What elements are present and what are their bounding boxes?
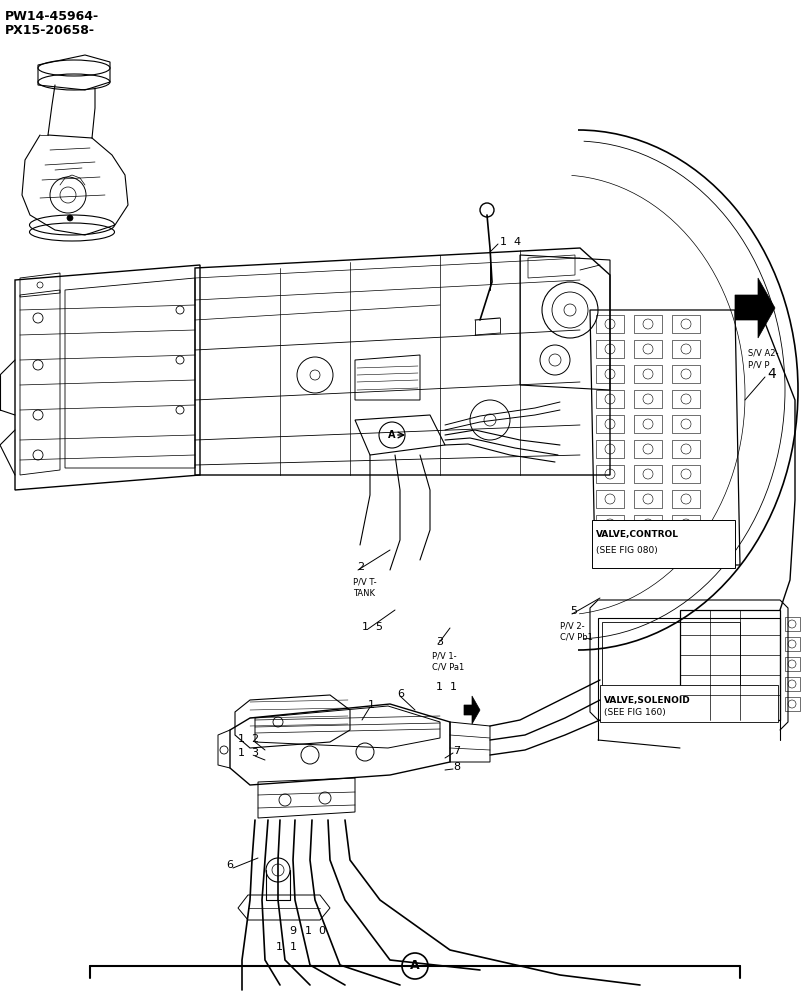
Text: A: A	[410, 959, 419, 972]
Text: C/V Pa1: C/V Pa1	[431, 662, 463, 672]
Text: PX15-20658-: PX15-20658-	[5, 24, 95, 37]
Text: P/V T-: P/V T-	[353, 578, 376, 586]
Text: (SEE FIG 160): (SEE FIG 160)	[603, 708, 665, 717]
Circle shape	[479, 203, 493, 217]
Text: 6: 6	[397, 689, 403, 699]
Text: 5: 5	[569, 606, 577, 616]
Text: 1  1: 1 1	[275, 942, 296, 952]
Text: VALVE,CONTROL: VALVE,CONTROL	[595, 530, 679, 540]
Text: 7: 7	[452, 746, 459, 756]
Text: P/V P: P/V P	[747, 360, 768, 369]
Text: 3: 3	[435, 637, 442, 647]
Polygon shape	[734, 278, 774, 338]
Text: 1  1: 1 1	[435, 682, 456, 692]
Text: VALVE,SOLENOID: VALVE,SOLENOID	[603, 696, 690, 704]
Text: 8: 8	[452, 762, 459, 772]
Text: 1  4: 1 4	[499, 237, 520, 247]
Text: (SEE FIG 080): (SEE FIG 080)	[595, 546, 657, 554]
Text: 1  2: 1 2	[238, 734, 259, 744]
Polygon shape	[599, 685, 777, 722]
Text: 9: 9	[288, 926, 296, 936]
Text: 1: 1	[368, 700, 374, 710]
Polygon shape	[463, 696, 479, 724]
Polygon shape	[591, 520, 734, 568]
Text: P/V 2-: P/V 2-	[560, 621, 584, 630]
Text: P/V 1-: P/V 1-	[431, 652, 456, 660]
Text: PW14-45964-: PW14-45964-	[5, 10, 99, 23]
Text: TANK: TANK	[353, 588, 374, 597]
Text: 6: 6	[226, 860, 233, 870]
Text: A: A	[388, 430, 395, 440]
Text: 2: 2	[357, 562, 364, 572]
Circle shape	[402, 953, 427, 979]
Circle shape	[67, 215, 73, 221]
Text: C/V Pb1: C/V Pb1	[560, 632, 592, 642]
Text: 1  3: 1 3	[238, 748, 259, 758]
Text: S/V A2-: S/V A2-	[747, 349, 777, 358]
Text: 4: 4	[766, 367, 775, 381]
Circle shape	[378, 422, 405, 448]
Text: 1  0: 1 0	[304, 926, 325, 936]
Text: 1  5: 1 5	[361, 622, 382, 632]
